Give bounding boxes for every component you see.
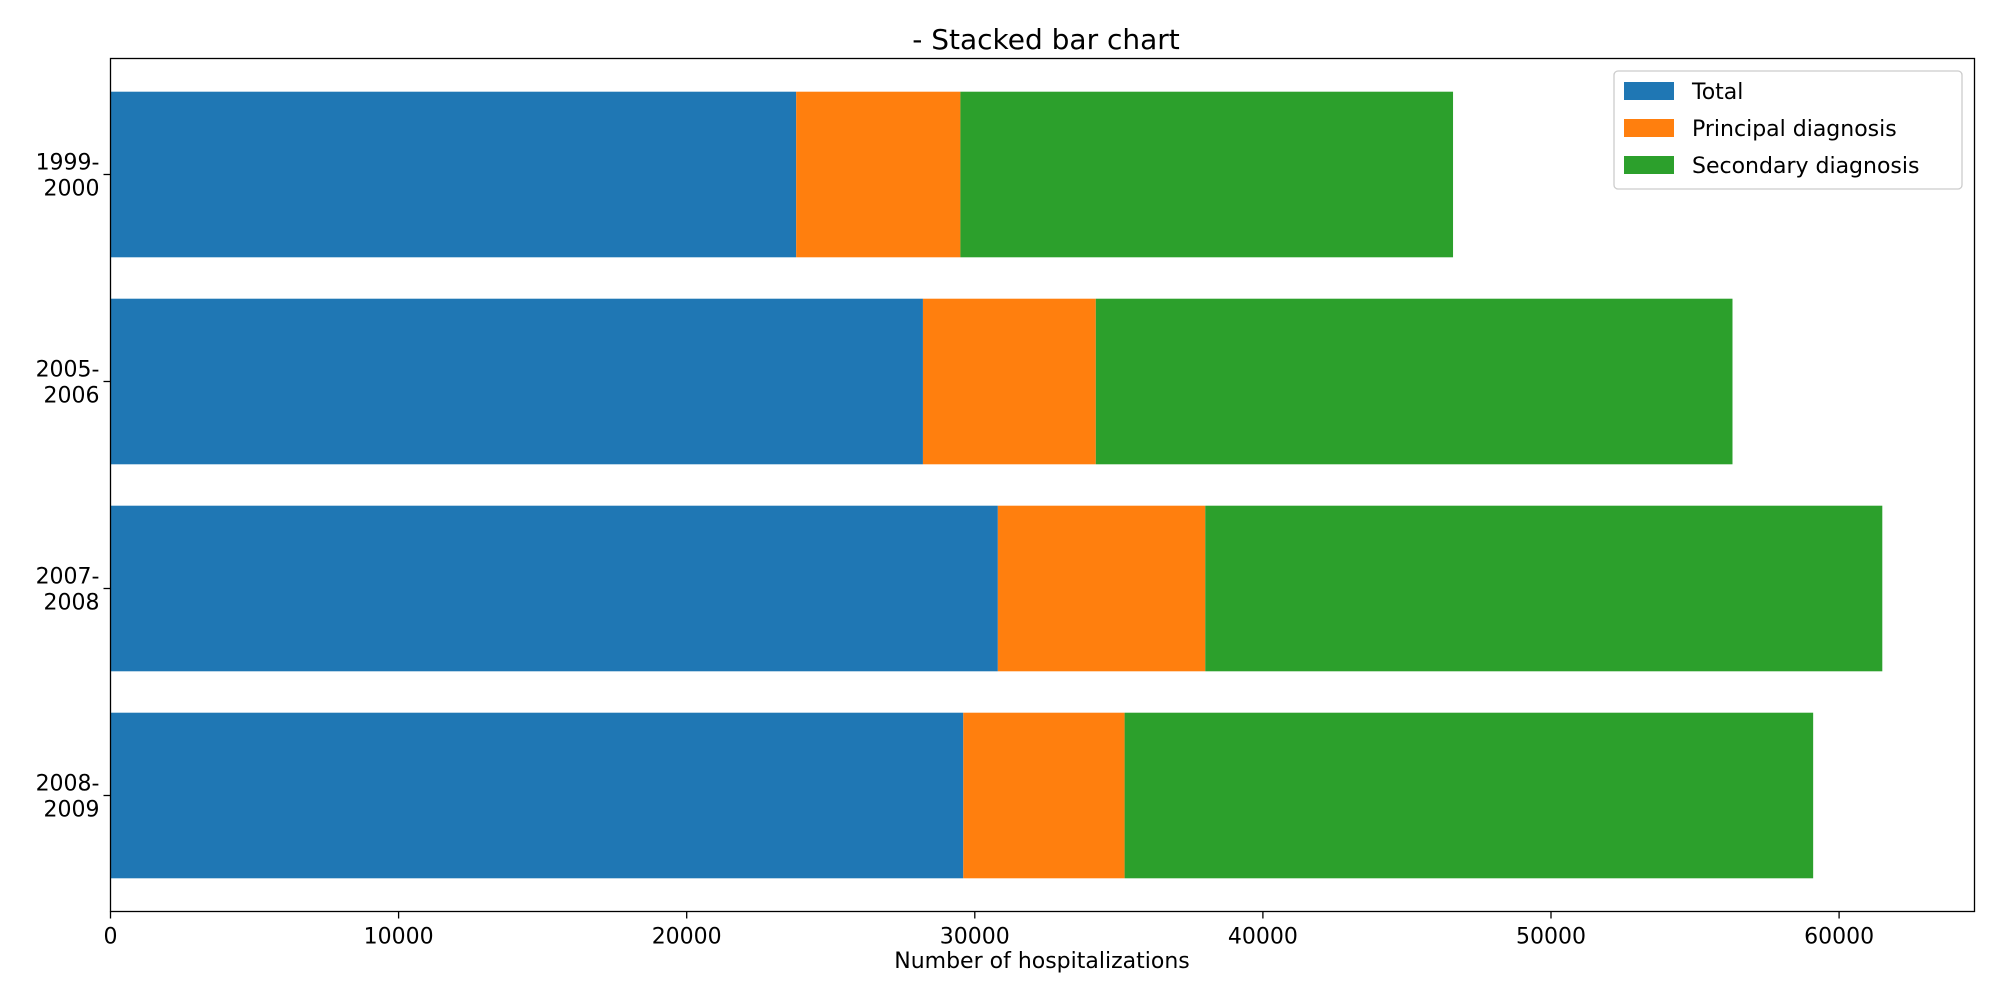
bar-segment <box>110 91 797 258</box>
legend-swatch <box>1624 156 1674 174</box>
x-tick-label: 30000 <box>940 925 1010 950</box>
x-tick-label: 60000 <box>1804 925 1874 950</box>
legend-label: Secondary diagnosis <box>1692 154 1919 179</box>
y-tick-label: 2009 <box>44 798 100 823</box>
plot-frame <box>109 57 1976 913</box>
x-tick-label: 50000 <box>1516 925 1586 950</box>
legend-label: Principal diagnosis <box>1692 117 1897 142</box>
y-axis: 1999-2000 2005-2006 2007-2008 2008-2009 <box>36 151 111 823</box>
legend: Total Principal diagnosis Secondary diagno… <box>1613 70 1963 190</box>
y-tick-label: 1999- <box>36 151 100 176</box>
bar-segment <box>796 91 961 258</box>
y-tick-label: 2006 <box>44 384 100 409</box>
y-tick-label: 2007- <box>36 565 100 590</box>
x-axis-label: Number of hospitalizations <box>894 949 1189 974</box>
bar-segment <box>963 712 1125 879</box>
x-tick-label: 40000 <box>1228 925 1298 950</box>
y-tick-label: 2008- <box>36 772 100 797</box>
bars-layer <box>110 91 1883 879</box>
bar-segment <box>997 505 1206 672</box>
legend-swatch <box>1624 119 1674 137</box>
y-tick-label: 2005- <box>36 358 100 383</box>
bar-segment <box>1124 712 1814 879</box>
legend-swatch <box>1624 82 1674 100</box>
bar-segment <box>1095 298 1733 465</box>
legend-label: Total <box>1691 80 1743 105</box>
bar-segment <box>960 91 1454 258</box>
x-tick-label: 10000 <box>364 925 434 950</box>
bar-segment <box>1205 505 1883 672</box>
x-axis: 0 10000 20000 30000 40000 50000 60000 <box>104 911 1874 950</box>
x-tick-label: 20000 <box>652 925 722 950</box>
bar-segment <box>110 712 964 879</box>
bar-segment <box>110 505 998 672</box>
bar-segment <box>922 298 1096 465</box>
legend-box <box>1613 70 1963 190</box>
chart-title: - Stacked bar chart <box>912 23 1180 56</box>
x-tick-label: 0 <box>104 925 118 950</box>
bar-segment <box>110 298 923 465</box>
y-tick-label: 2000 <box>44 177 100 202</box>
y-tick-label: 2008 <box>44 591 100 616</box>
